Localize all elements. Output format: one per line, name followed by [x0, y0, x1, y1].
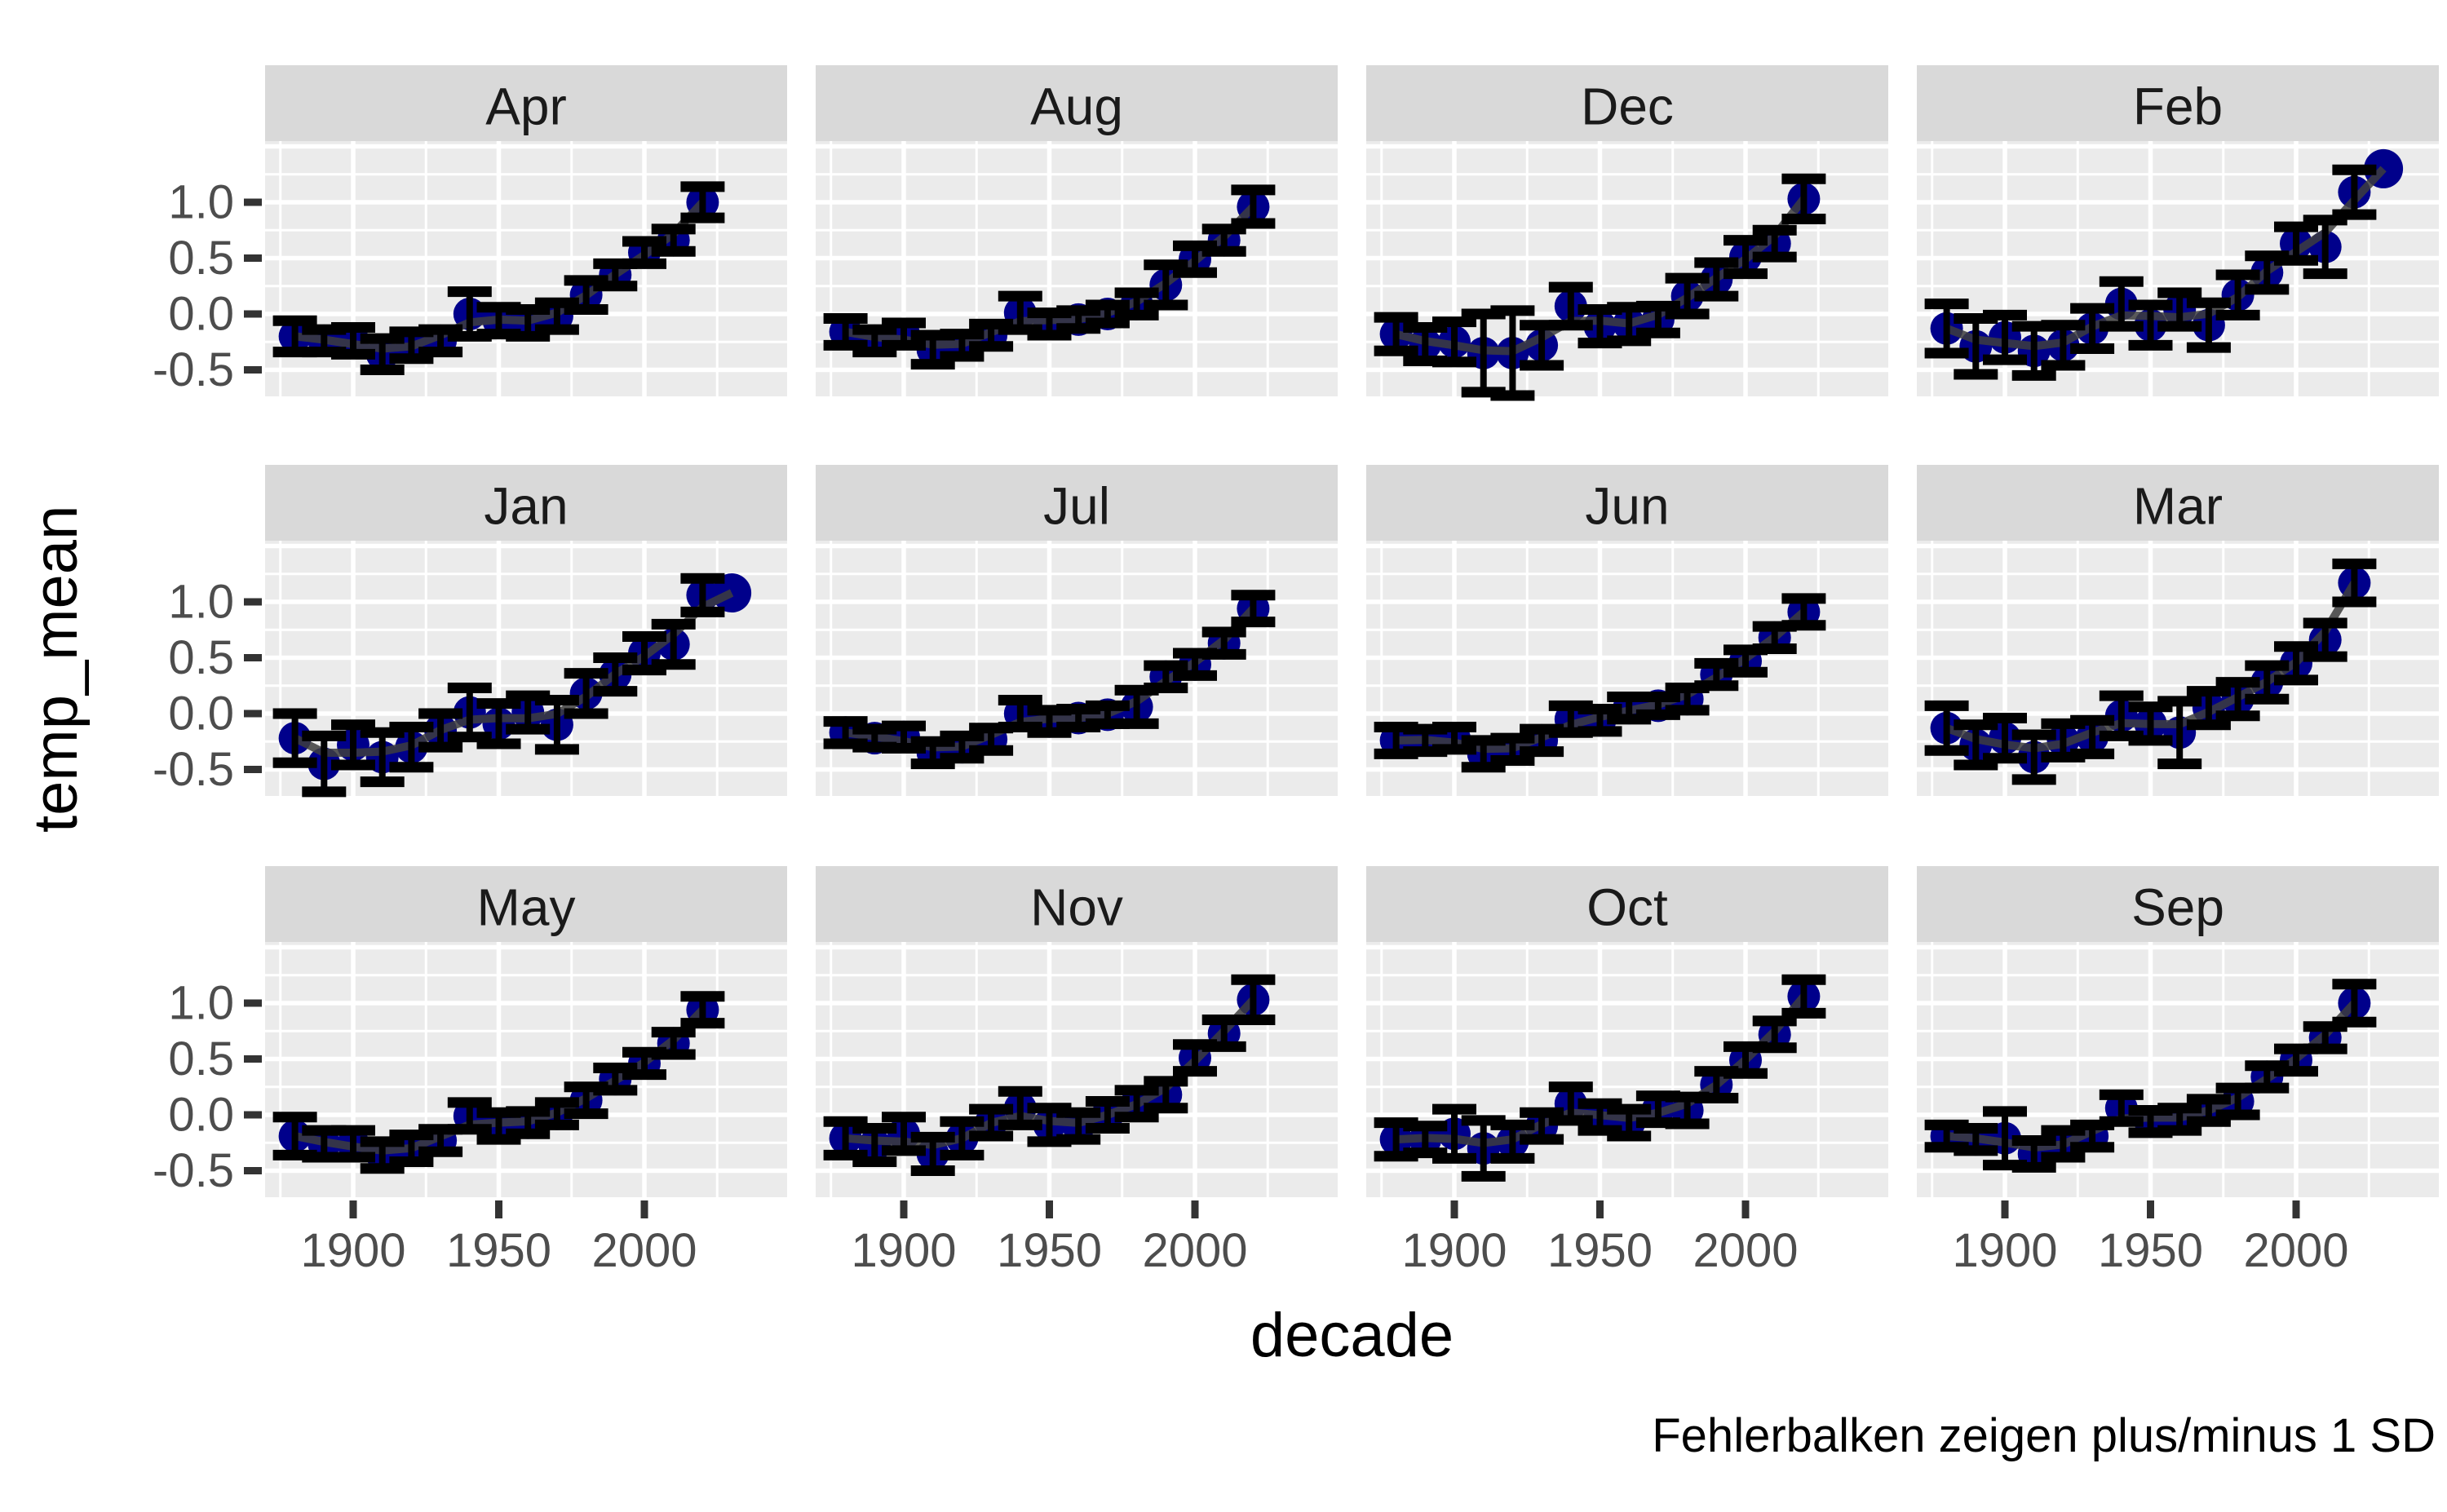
facet-strip-label: Sep — [2131, 878, 2224, 937]
y-tick-label: 1.0 — [168, 576, 234, 629]
facet-strip — [265, 866, 787, 942]
x-axis-title: decade — [1250, 1301, 1454, 1370]
y-tick-label: -0.5 — [153, 343, 234, 396]
x-tick-label: 1900 — [300, 1224, 405, 1277]
facet-strip — [1366, 866, 1888, 942]
facet-strip-label: Oct — [1586, 878, 1668, 937]
facet-strip-label: Aug — [1030, 77, 1123, 136]
facet-strip — [1366, 65, 1888, 141]
y-tick-label: 0.5 — [168, 232, 234, 285]
x-tick-label: 1900 — [851, 1224, 956, 1277]
x-tick-label: 2000 — [2243, 1224, 2348, 1277]
y-tick-label: 0.5 — [168, 631, 234, 684]
facet-strip — [816, 866, 1338, 942]
facet-strip — [1917, 866, 2439, 942]
facet-strip-label: May — [477, 878, 576, 937]
x-tick-label: 1950 — [997, 1224, 1102, 1277]
x-tick-label: 1950 — [446, 1224, 551, 1277]
trend-line — [293, 589, 734, 757]
x-tick-label: 2000 — [1142, 1224, 1247, 1277]
facet-strip — [816, 465, 1338, 541]
facet-strip-label: Mar — [2133, 477, 2223, 536]
facet-strip-label: Nov — [1030, 878, 1123, 937]
panel-background — [816, 141, 1338, 396]
y-tick-label: 0.0 — [168, 1089, 234, 1142]
x-tick-label: 1900 — [1401, 1224, 1507, 1277]
facet-strip — [1917, 465, 2439, 541]
y-tick-label: 0.5 — [168, 1032, 234, 1085]
y-tick-label: 1.0 — [168, 176, 234, 229]
x-tick-label: 1900 — [1952, 1224, 2057, 1277]
panel-background — [816, 541, 1338, 796]
y-tick-label: -0.5 — [153, 1144, 234, 1197]
facet-strip-label: Jul — [1043, 477, 1110, 536]
facet-strip-label: Apr — [485, 77, 567, 136]
facet-strip-label: Dec — [1581, 77, 1674, 136]
caption: Fehlerbalken zeigen plus/minus 1 SD — [1652, 1409, 2436, 1462]
x-tick-label: 1950 — [2098, 1224, 2203, 1277]
y-tick-label: 1.0 — [168, 977, 234, 1030]
facet-strip — [1917, 65, 2439, 141]
facet-strip-label: Jan — [484, 477, 568, 536]
x-tick-label: 2000 — [1693, 1224, 1798, 1277]
facet-strip — [265, 465, 787, 541]
panel-background — [1366, 541, 1888, 796]
facet-strip-label: Jun — [1585, 477, 1669, 536]
y-tick-label: 0.0 — [168, 288, 234, 341]
facet-strip — [265, 65, 787, 141]
x-tick-label: 2000 — [591, 1224, 697, 1277]
y-axis-title: temp_mean — [21, 505, 91, 833]
facet-strip — [816, 65, 1338, 141]
facet-strip — [1366, 465, 1888, 541]
x-tick-label: 1950 — [1547, 1224, 1653, 1277]
trend-line — [1945, 166, 2387, 351]
facet-strip-label: Feb — [2133, 77, 2223, 136]
y-tick-label: 0.0 — [168, 687, 234, 741]
y-tick-label: -0.5 — [153, 743, 234, 796]
